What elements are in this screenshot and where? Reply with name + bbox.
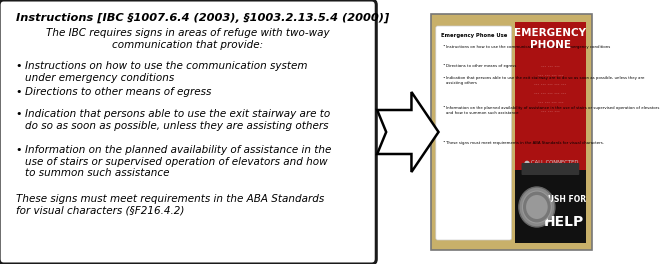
Text: PHONE: PHONE: [530, 40, 571, 50]
Text: These signs must meet requirements in the ABA Standards for visual characters.: These signs must meet requirements in th…: [446, 141, 603, 145]
Text: CALL CONNECTED: CALL CONNECTED: [531, 161, 578, 166]
Text: --- --- --- ---: --- --- --- ---: [537, 73, 563, 78]
Text: The IBC requires signs in areas of refuge with two-way
communication that provid: The IBC requires signs in areas of refug…: [46, 28, 329, 50]
Text: •: •: [15, 61, 22, 71]
Circle shape: [522, 191, 551, 223]
Circle shape: [526, 195, 548, 219]
FancyBboxPatch shape: [436, 26, 512, 240]
Text: Information on the planned availability of assistance in the use of stairs or su: Information on the planned availability …: [446, 106, 659, 115]
Text: •: •: [442, 77, 444, 81]
Text: Instructions [IBC §1007.6.4 (2003), §1003.2.13.5.4 (2000)]: Instructions [IBC §1007.6.4 (2003), §100…: [17, 13, 389, 23]
Text: These signs must meet requirements in the ABA Standards
for visual characters (§: These signs must meet requirements in th…: [17, 194, 325, 216]
FancyBboxPatch shape: [515, 22, 586, 243]
Text: --- --- --- ---: --- --- --- ---: [537, 100, 563, 105]
Text: --- --- ---: --- --- ---: [541, 109, 560, 114]
Text: •: •: [442, 141, 444, 145]
Text: Indication that persons able to use the exit stairway are to
do so as soon as po: Indication that persons able to use the …: [25, 109, 330, 131]
Text: •: •: [442, 106, 444, 110]
Text: •: •: [15, 109, 22, 119]
Text: Directions to other means of egress: Directions to other means of egress: [446, 64, 516, 68]
FancyBboxPatch shape: [515, 170, 586, 243]
Text: EMERGENCY: EMERGENCY: [514, 28, 586, 38]
Text: •: •: [442, 45, 444, 49]
FancyBboxPatch shape: [0, 0, 376, 264]
FancyBboxPatch shape: [432, 14, 592, 250]
Polygon shape: [377, 92, 438, 172]
Text: HELP: HELP: [544, 215, 584, 229]
Text: --- --- ---: --- --- ---: [541, 64, 560, 69]
Circle shape: [519, 187, 555, 227]
Text: --- --- --- --- ---: --- --- --- --- ---: [534, 82, 566, 87]
Text: Information on the planned availability of assistance in the
use of stairs or su: Information on the planned availability …: [25, 145, 332, 178]
Text: Instructions on how to use the communication system under emergency conditions: Instructions on how to use the communica…: [446, 45, 610, 49]
Text: Instructions on how to use the communication system
under emergency conditions: Instructions on how to use the communica…: [25, 61, 308, 83]
Text: Directions to other means of egress: Directions to other means of egress: [25, 87, 212, 97]
Text: ●: ●: [524, 160, 529, 166]
Text: •: •: [442, 64, 444, 68]
Text: •: •: [15, 145, 22, 155]
Text: Indication that persons able to use the exit stairway are to do so as soon as po: Indication that persons able to use the …: [446, 77, 644, 85]
Text: PUSH FOR: PUSH FOR: [542, 195, 586, 204]
Text: Emergency Phone Use: Emergency Phone Use: [440, 33, 507, 38]
Text: --- --- --- --- ---: --- --- --- --- ---: [534, 91, 566, 96]
FancyBboxPatch shape: [522, 163, 579, 175]
Text: •: •: [15, 87, 22, 97]
